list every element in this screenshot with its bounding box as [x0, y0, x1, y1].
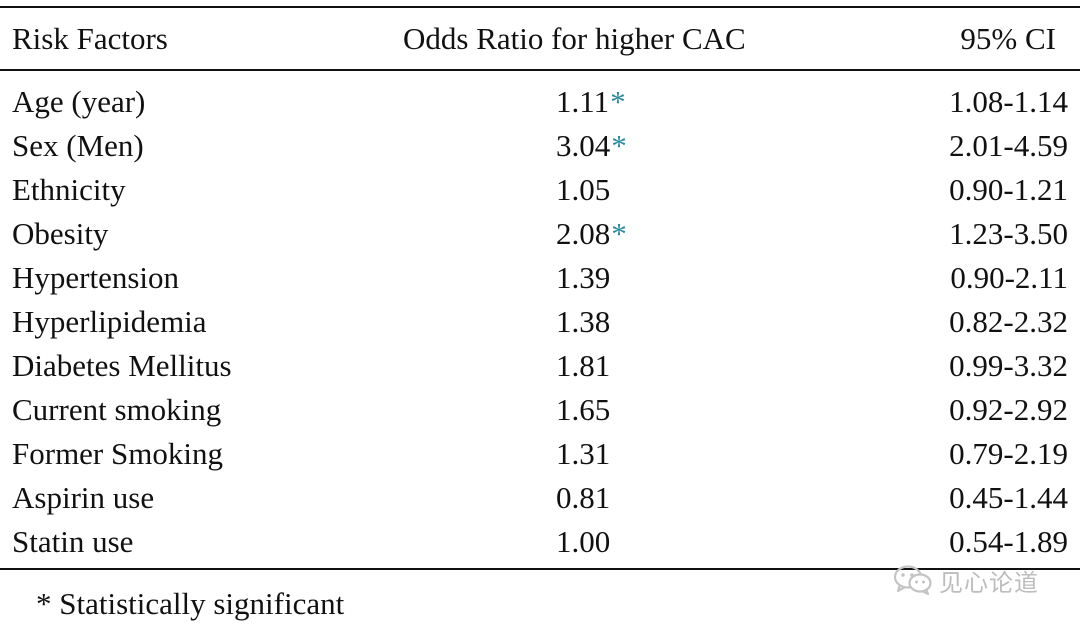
footnote: * Statistically significant: [36, 586, 345, 621]
ci-cell: 0.79-2.19: [949, 436, 1068, 471]
risk-factor-cell: Current smoking: [12, 392, 222, 427]
odds-ratio-cell: 2.08*: [556, 212, 656, 256]
significance-star: *: [611, 128, 627, 163]
odds-ratio-value: 1.81: [556, 348, 611, 383]
ci-cell: 0.90-2.11: [950, 260, 1068, 295]
header-ci: 95% CI: [960, 21, 1056, 56]
ci-cell: 0.92-2.92: [949, 392, 1068, 427]
header-risk-factors: Risk Factors: [12, 21, 168, 56]
odds-ratio-cell: 1.38: [556, 300, 656, 344]
table-top-rule: [0, 6, 1080, 8]
table-row: Ethnicity 1.05 0.90-1.21: [0, 168, 1080, 212]
table-row: Hypertension 1.39 0.90-2.11: [0, 256, 1080, 300]
table-row: Current smoking 1.65 0.92-2.92: [0, 388, 1080, 432]
table-row: Age (year) 1.11* 1.08-1.14: [0, 80, 1080, 124]
odds-ratio-value: 1.38: [556, 304, 611, 339]
odds-ratio-value: 1.39: [556, 260, 611, 295]
table-row: Obesity 2.08* 1.23-3.50: [0, 212, 1080, 256]
table-row: Statin use 1.00 0.54-1.89: [0, 520, 1080, 564]
ci-cell: 0.54-1.89: [949, 524, 1068, 559]
risk-factor-cell: Hypertension: [12, 260, 180, 295]
odds-ratio-value: 1.65: [556, 392, 611, 427]
ci-cell: 2.01-4.59: [949, 128, 1068, 163]
odds-ratio-cell: 3.04*: [556, 124, 656, 168]
table-row: Hyperlipidemia 1.38 0.82-2.32: [0, 300, 1080, 344]
odds-ratio-cell: 1.11*: [556, 80, 656, 124]
risk-factor-cell: Statin use: [12, 524, 134, 559]
table-header-rule: [0, 69, 1080, 71]
risk-factor-cell: Obesity: [12, 216, 109, 251]
odds-ratio-value: 1.05: [556, 172, 611, 207]
ci-cell: 0.82-2.32: [949, 304, 1068, 339]
header-odds-ratio: Odds Ratio for higher CAC: [403, 21, 746, 56]
risk-factor-cell: Aspirin use: [12, 480, 155, 515]
ci-cell: 1.08-1.14: [949, 84, 1068, 119]
ci-cell: 0.90-1.21: [949, 172, 1068, 207]
ci-cell: 1.23-3.50: [949, 216, 1068, 251]
table-header-row: Risk Factors Odds Ratio for higher CAC 9…: [0, 17, 1080, 61]
risk-factor-cell: Hyperlipidemia: [12, 304, 207, 339]
odds-ratio-cell: 0.81: [556, 476, 656, 520]
watermark-text: 见心论道: [939, 568, 1039, 597]
odds-ratio-cell: 1.81: [556, 344, 656, 388]
risk-factor-cell: Ethnicity: [12, 172, 126, 207]
odds-ratio-value: 3.04: [556, 128, 611, 163]
risk-factor-cell: Sex (Men): [12, 128, 144, 163]
risk-factor-cell: Diabetes Mellitus: [12, 348, 232, 383]
odds-ratio-cell: 1.65: [556, 388, 656, 432]
odds-ratio-value: 0.81: [556, 480, 611, 515]
risk-factor-cell: Former Smoking: [12, 436, 223, 471]
watermark: 见心论道: [893, 563, 1039, 597]
odds-ratio-cell: 1.00: [556, 520, 656, 564]
odds-ratio-cell: 1.05: [556, 168, 656, 212]
odds-ratio-value: 1.00: [556, 524, 611, 559]
table-bottom-rule: [0, 568, 1080, 570]
odds-ratio-value: 1.11: [556, 84, 610, 119]
significance-star: *: [611, 216, 627, 251]
significance-star: *: [610, 84, 626, 119]
odds-ratio-cell: 1.31: [556, 432, 656, 476]
table-row: Aspirin use 0.81 0.45-1.44: [0, 476, 1080, 520]
wechat-icon: [893, 565, 932, 595]
ci-cell: 0.99-3.32: [949, 348, 1068, 383]
odds-ratio-value: 1.31: [556, 436, 611, 471]
table-row: Sex (Men) 3.04* 2.01-4.59: [0, 124, 1080, 168]
table-row: Former Smoking 1.31 0.79-2.19: [0, 432, 1080, 476]
table-row: Diabetes Mellitus 1.81 0.99-3.32: [0, 344, 1080, 388]
ci-cell: 0.45-1.44: [949, 480, 1068, 515]
risk-factor-cell: Age (year): [12, 84, 146, 119]
odds-ratio-value: 2.08: [556, 216, 611, 251]
odds-ratio-cell: 1.39: [556, 256, 656, 300]
